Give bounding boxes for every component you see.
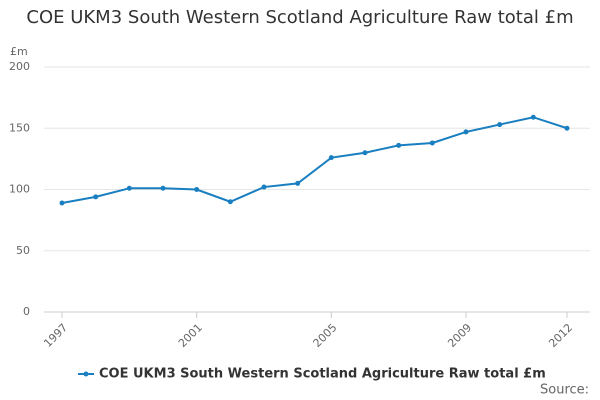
point xyxy=(463,129,469,135)
y-tick-label: 200 xyxy=(9,60,30,73)
point xyxy=(362,150,368,156)
point xyxy=(295,180,301,186)
chart-title: COE UKM3 South Western Scotland Agricult… xyxy=(26,7,574,28)
point xyxy=(126,185,132,191)
y-axis-label: £m xyxy=(10,45,28,58)
point xyxy=(160,185,166,191)
legend-label: COE UKM3 South Western Scotland Agricult… xyxy=(99,367,546,382)
point xyxy=(328,155,334,161)
x-tick-label: 2012 xyxy=(546,321,575,350)
point xyxy=(261,184,267,190)
x-tick-label: 2009 xyxy=(445,321,474,350)
x-tick-label: 2005 xyxy=(311,321,340,350)
point xyxy=(396,142,402,148)
x-tick-label: 2001 xyxy=(176,321,205,350)
point xyxy=(497,122,503,128)
point xyxy=(227,199,233,205)
y-tick-label: 150 xyxy=(9,121,30,134)
point xyxy=(59,200,65,206)
point xyxy=(564,125,570,131)
y-tick-label: 0 xyxy=(23,305,30,318)
point xyxy=(194,187,200,192)
x-tick-label: 1997 xyxy=(41,321,70,350)
y-tick-label: 100 xyxy=(9,183,30,196)
y-tick-label: 50 xyxy=(16,244,30,257)
legend-marker xyxy=(83,371,89,377)
source: Source: xyxy=(540,383,589,398)
point xyxy=(429,140,435,146)
point xyxy=(530,114,536,120)
point xyxy=(93,194,99,200)
line xyxy=(61,116,568,204)
